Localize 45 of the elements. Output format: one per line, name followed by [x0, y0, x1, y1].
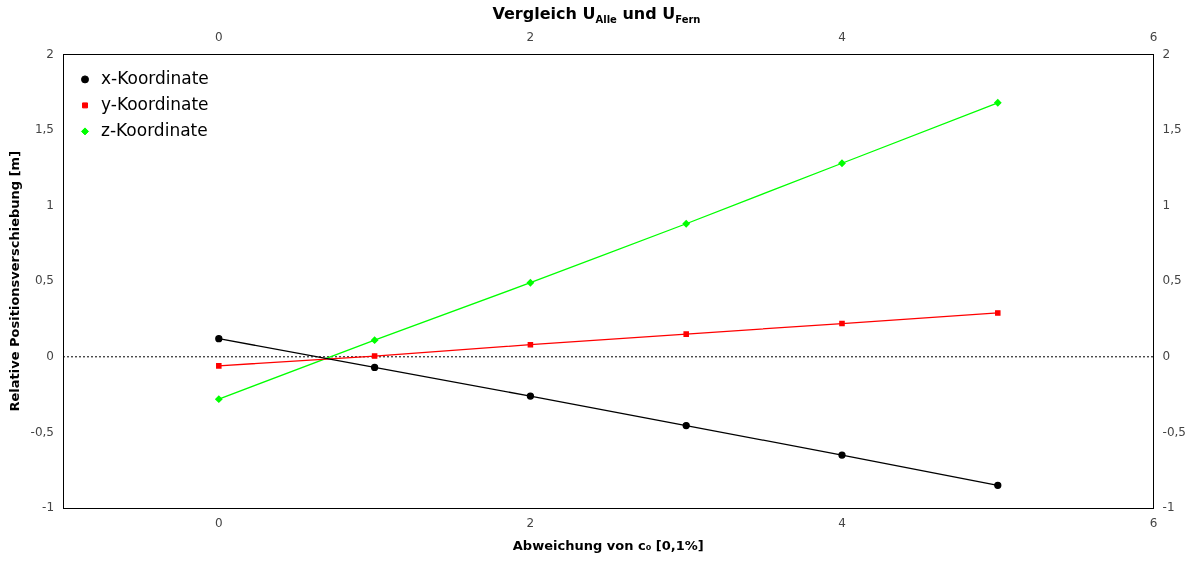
x-tick-label: 4: [838, 30, 846, 45]
point: [370, 336, 379, 344]
point: [526, 279, 535, 287]
point: [994, 481, 1002, 489]
legend-label: z-Koordinate: [101, 119, 208, 140]
point: [994, 99, 1002, 107]
point: [683, 331, 689, 337]
point: [216, 363, 222, 369]
y-axis-title: Relative Positionsverschiebung [m]: [7, 150, 23, 412]
point: [682, 421, 690, 430]
y-tick-label: 0: [46, 348, 55, 363]
point: [215, 335, 223, 343]
x2-tick-label: 0: [214, 516, 223, 531]
y-tick-label: 0,5: [34, 273, 55, 288]
point: [839, 320, 845, 327]
point: [370, 363, 379, 372]
point: [838, 451, 846, 459]
y-tick-label: -1: [42, 500, 55, 515]
point: [526, 392, 535, 400]
x-axis-title: Abweichung von c₀ [0,1%]: [512, 537, 704, 553]
x2-tick-label: 6: [1149, 516, 1158, 531]
point: [215, 395, 223, 403]
x-tick-label: 2: [526, 30, 535, 45]
y-tick-label: 1: [46, 197, 55, 212]
y-tick-label: 1,5: [34, 122, 55, 137]
y-tick-label: -0,5: [30, 424, 55, 439]
x2-tick-label: 4: [838, 516, 846, 531]
y2-tick-label: 1: [1162, 197, 1171, 212]
y2-tick-label: -0,5: [1162, 424, 1187, 439]
x2-tick-label: 2: [526, 516, 535, 531]
chart-title: Vergleich U$_{Alle}$ und U$_{Fern}$: [491, 4, 702, 26]
legend-label: y-Koordinate: [101, 93, 209, 114]
y2-tick-label: 0: [1162, 348, 1171, 363]
y2-tick-label: 1,5: [1162, 122, 1182, 137]
point: [995, 310, 1001, 316]
point: [682, 220, 690, 228]
y-tick-label: 2: [46, 46, 55, 61]
y2-tick-label: -1: [1162, 500, 1175, 515]
y2-tick-label: 0,5: [1162, 273, 1182, 288]
y2-tick-label: 2: [1162, 46, 1171, 61]
x-tick-label: 6: [1149, 30, 1158, 45]
x-tick-label: 0: [214, 30, 223, 45]
point: [838, 159, 846, 167]
legend-label: x-Koordinate: [101, 67, 209, 88]
point: [371, 353, 378, 359]
